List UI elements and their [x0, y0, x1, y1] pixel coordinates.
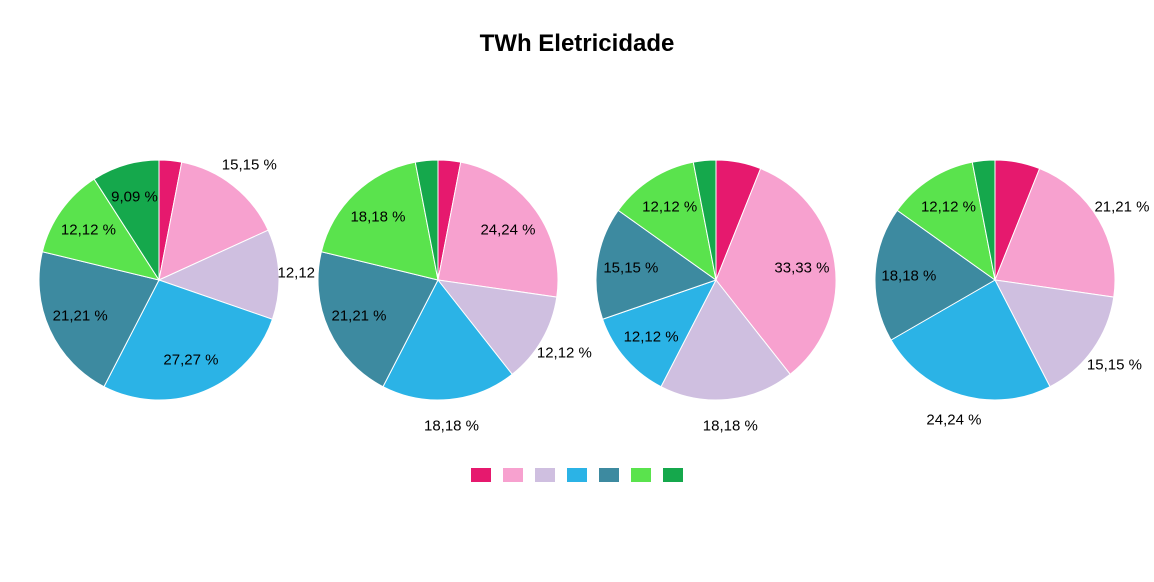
pie-4-slice-3-label: 24,24 %	[926, 412, 981, 429]
legend-swatch-5	[631, 468, 651, 482]
pie-1-svg	[39, 160, 279, 400]
chart-title: TWh Eletricidade	[0, 30, 1154, 58]
pie-4: 21,21 %15,15 %24,24 %18,18 %12,12 %	[875, 160, 1115, 400]
pie-2-svg	[318, 160, 558, 400]
chart-root: TWh Eletricidade 15,15 %12,12 %27,27 %21…	[0, 0, 1154, 582]
pie-2: 24,24 %12,12 %18,18 %21,21 %18,18 %	[318, 160, 558, 400]
pie-3-svg	[596, 160, 836, 400]
legend-swatch-4	[599, 468, 619, 482]
legend-swatch-6	[663, 468, 683, 482]
legend-swatch-1	[503, 468, 523, 482]
legend-swatch-3	[567, 468, 587, 482]
legend-swatch-0	[471, 468, 491, 482]
pie-1: 15,15 %12,12 %27,27 %21,21 %12,12 %9,09 …	[39, 160, 279, 400]
pie-3: 33,33 %18,18 %12,12 %15,15 %12,12 %	[596, 160, 836, 400]
pie-3-slice-2-label: 18,18 %	[703, 417, 758, 434]
pie-4-svg	[875, 160, 1115, 400]
pies-row: 15,15 %12,12 %27,27 %21,21 %12,12 %9,09 …	[0, 160, 1154, 400]
pie-2-slice-3-label: 18,18 %	[424, 417, 479, 434]
legend	[0, 468, 1154, 482]
legend-swatch-2	[535, 468, 555, 482]
